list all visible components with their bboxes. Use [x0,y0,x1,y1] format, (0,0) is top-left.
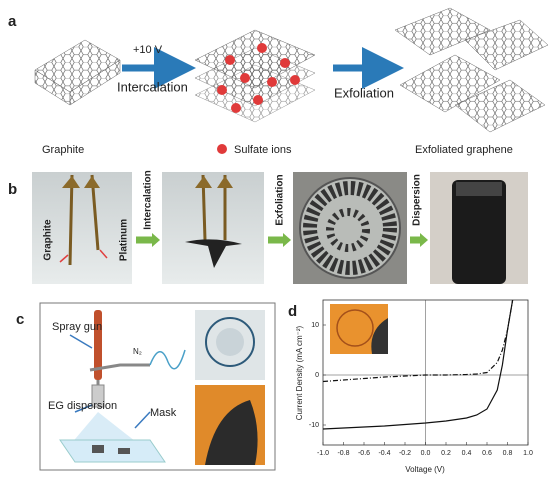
photo [195,310,265,465]
x-tick-label: -0.6 [358,450,370,457]
graphite-stack [34,39,121,106]
spray-gun [59,310,186,463]
series-line [323,300,514,383]
step-label: Intercalation [143,170,154,229]
panel-label: a [8,13,17,30]
series-line [323,300,514,430]
y-tick-label: 0 [315,372,319,379]
photo [430,172,528,284]
voltage-label: +10 V [133,44,163,56]
arrow-head [283,233,291,247]
panel-label: b [8,181,17,198]
step-label: Exfoliation [334,85,394,100]
caption: Exfoliated graphene [415,144,513,156]
plot: -1.0 -0.8 -0.6 -0.4 -0.2 0.0 0.2 0.4 0.6 0.8 1.0 -1… [309,300,533,457]
photo [32,172,132,284]
arrow-head [152,233,160,247]
x-tick-label: 0.8 [503,450,513,457]
y-axis-label: Current Density (mA cm⁻²) [295,325,304,420]
x-tick-label: 0.6 [482,450,492,457]
step-label: Dispersion [412,174,423,226]
electrode-label: Graphite [43,219,54,261]
ion-symbol [217,144,227,154]
panel-label: c [16,311,24,328]
step-label: Intercalation [117,79,188,94]
inset-photo [330,304,388,354]
x-tick-label: -0.4 [378,450,390,457]
pointer [69,334,93,349]
x-tick-label: 0.2 [441,450,451,457]
exfoliated-graphene [394,7,549,133]
y-tick-label: -10 [309,422,319,429]
intercalated-graphite [194,29,316,123]
electrode-label: Platinum [119,219,130,261]
caption: Sulfate ions [234,144,292,156]
panel-label: d [288,303,297,320]
pointer [74,404,151,429]
x-tick-label: -1.0 [317,450,329,457]
x-tick-label: -0.8 [337,450,349,457]
x-axis-label: Voltage (V) [405,465,445,474]
photo [293,172,407,284]
x-tick-label: 0.4 [462,450,472,457]
callout: EG dispersion [48,400,117,412]
x-tick-label: 1.0 [523,450,533,457]
x-tick-label: 0.0 [421,450,431,457]
callout: Spray gun [52,321,102,333]
photo [162,172,264,284]
y-tick-label: 10 [311,322,319,329]
x-tick-label: -0.2 [399,450,411,457]
arrow-head [420,233,428,247]
callout: N₂ [133,347,142,356]
caption: Graphite [42,144,84,156]
callout: Mask [150,407,177,419]
step-label: Exfoliation [275,174,286,225]
